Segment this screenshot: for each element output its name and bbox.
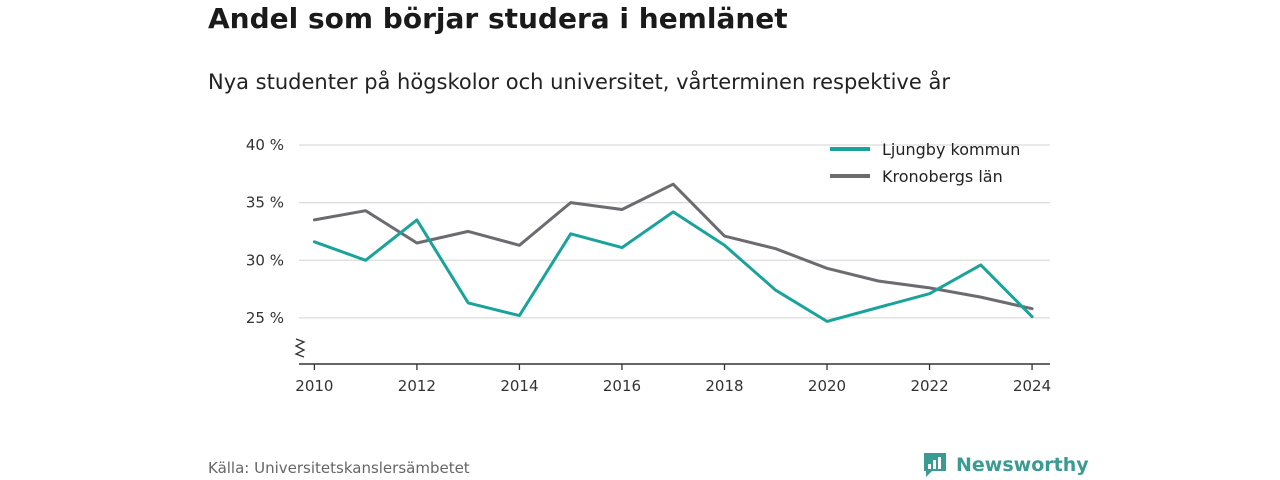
newsworthy-logo-icon (924, 453, 946, 477)
x-tick-label: 2016 (603, 377, 641, 395)
source-note: Källa: Universitetskanslersämbetet (208, 459, 470, 477)
x-tick-label: 2020 (808, 377, 846, 395)
series-line (312, 210, 1034, 323)
legend-label: Ljungby kommun (882, 140, 1020, 159)
series-line (312, 182, 1034, 311)
chart-title: Andel som börjar studera i hemlänet (208, 2, 788, 35)
brand-logo: Newsworthy (922, 451, 1089, 479)
brand-name: Newsworthy (956, 454, 1089, 476)
axis-break-icon (294, 338, 306, 358)
x-tick-label: 2012 (398, 377, 436, 395)
y-tick-label: 25 % (246, 309, 284, 327)
x-tick-label: 2018 (705, 377, 743, 395)
legend-label: Kronobergs län (882, 167, 1003, 186)
x-tick-label: 2022 (910, 377, 948, 395)
x-tick-label: 2024 (1013, 377, 1051, 395)
y-tick-label: 35 % (246, 194, 284, 212)
x-tick-label: 2010 (295, 377, 333, 395)
y-tick-label: 40 % (246, 136, 284, 154)
y-tick-label: 30 % (246, 251, 284, 269)
x-tick-label: 2014 (500, 377, 538, 395)
chart-subtitle: Nya studenter på högskolor och universit… (208, 70, 950, 94)
